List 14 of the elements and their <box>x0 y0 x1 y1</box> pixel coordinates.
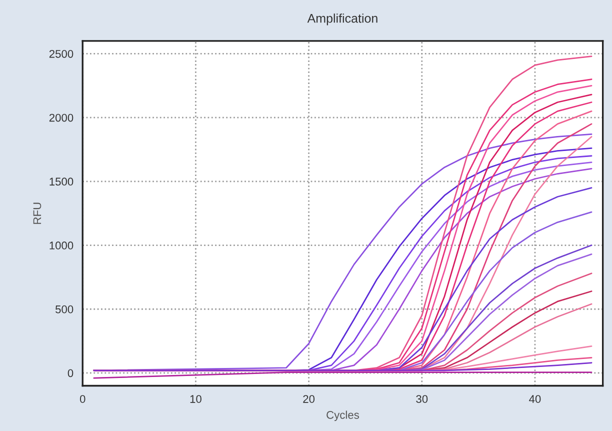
y-tick-label: 1000 <box>50 242 74 250</box>
x-tick-label: 10 <box>190 395 202 403</box>
x-tick-label: 30 <box>416 395 428 403</box>
x-tick-label: 40 <box>529 395 541 403</box>
y-axis-title: RFU <box>33 202 42 224</box>
y-tick-label: 0 <box>68 369 74 378</box>
y-tick-label: 500 <box>56 305 74 314</box>
chart-title: Amplification <box>307 14 378 26</box>
x-tick-label: 20 <box>303 395 315 403</box>
y-tick-label: 1500 <box>50 178 74 186</box>
y-tick-label: 2500 <box>49 50 74 58</box>
x-tick-label: 0 <box>80 395 86 403</box>
x-axis-title: Cycles <box>326 410 359 422</box>
y-tick-label: 2000 <box>49 114 74 122</box>
